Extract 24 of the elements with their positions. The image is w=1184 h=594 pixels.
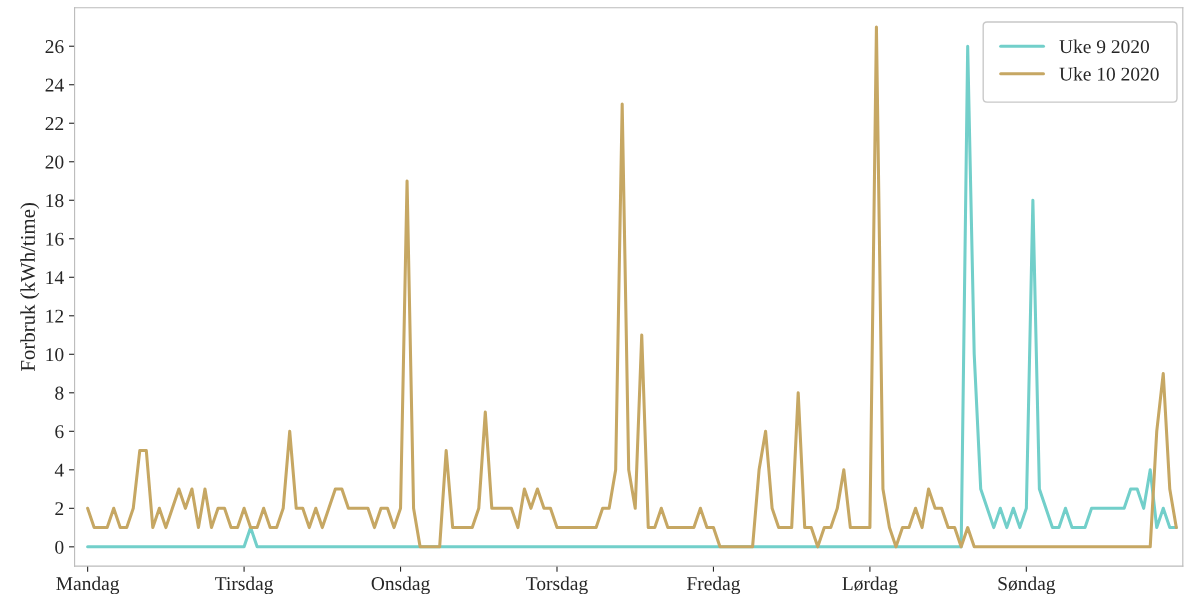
x-tick-label: Torsdag bbox=[526, 576, 588, 594]
x-tick-label: Onsdag bbox=[371, 576, 430, 594]
y-axis-title: Forbruk (kWh/time) bbox=[20, 203, 40, 372]
x-tick-label: Tirsdag bbox=[215, 576, 274, 594]
y-tick-label: 10 bbox=[46, 348, 64, 362]
x-tick-label: Søndag bbox=[998, 576, 1056, 594]
x-tick-label: Lørdag bbox=[842, 576, 898, 594]
y-tick-label: 24 bbox=[45, 78, 64, 92]
legend-label: Uke 9 2020 bbox=[1059, 39, 1150, 54]
y-tick-label: 22 bbox=[45, 117, 64, 130]
y-tick-label: 16 bbox=[46, 232, 64, 246]
legend-label: Uke 10 2020 bbox=[1059, 67, 1159, 81]
y-tick-label: 8 bbox=[55, 386, 64, 400]
y-tick-label: 4 bbox=[54, 463, 64, 477]
y-tick-label: 18 bbox=[46, 194, 64, 208]
y-tick-label: 20 bbox=[45, 155, 64, 169]
y-tick-label: 14 bbox=[46, 271, 64, 285]
y-tick-label: 26 bbox=[45, 40, 64, 54]
y-tick-label: 12 bbox=[46, 309, 64, 323]
x-tick-label: Fredag bbox=[687, 576, 741, 594]
x-tick-label: Mandag bbox=[56, 576, 120, 594]
y-tick-label: 6 bbox=[55, 425, 64, 439]
y-tick-label: 2 bbox=[55, 502, 64, 516]
y-tick-label: 0 bbox=[55, 540, 64, 554]
